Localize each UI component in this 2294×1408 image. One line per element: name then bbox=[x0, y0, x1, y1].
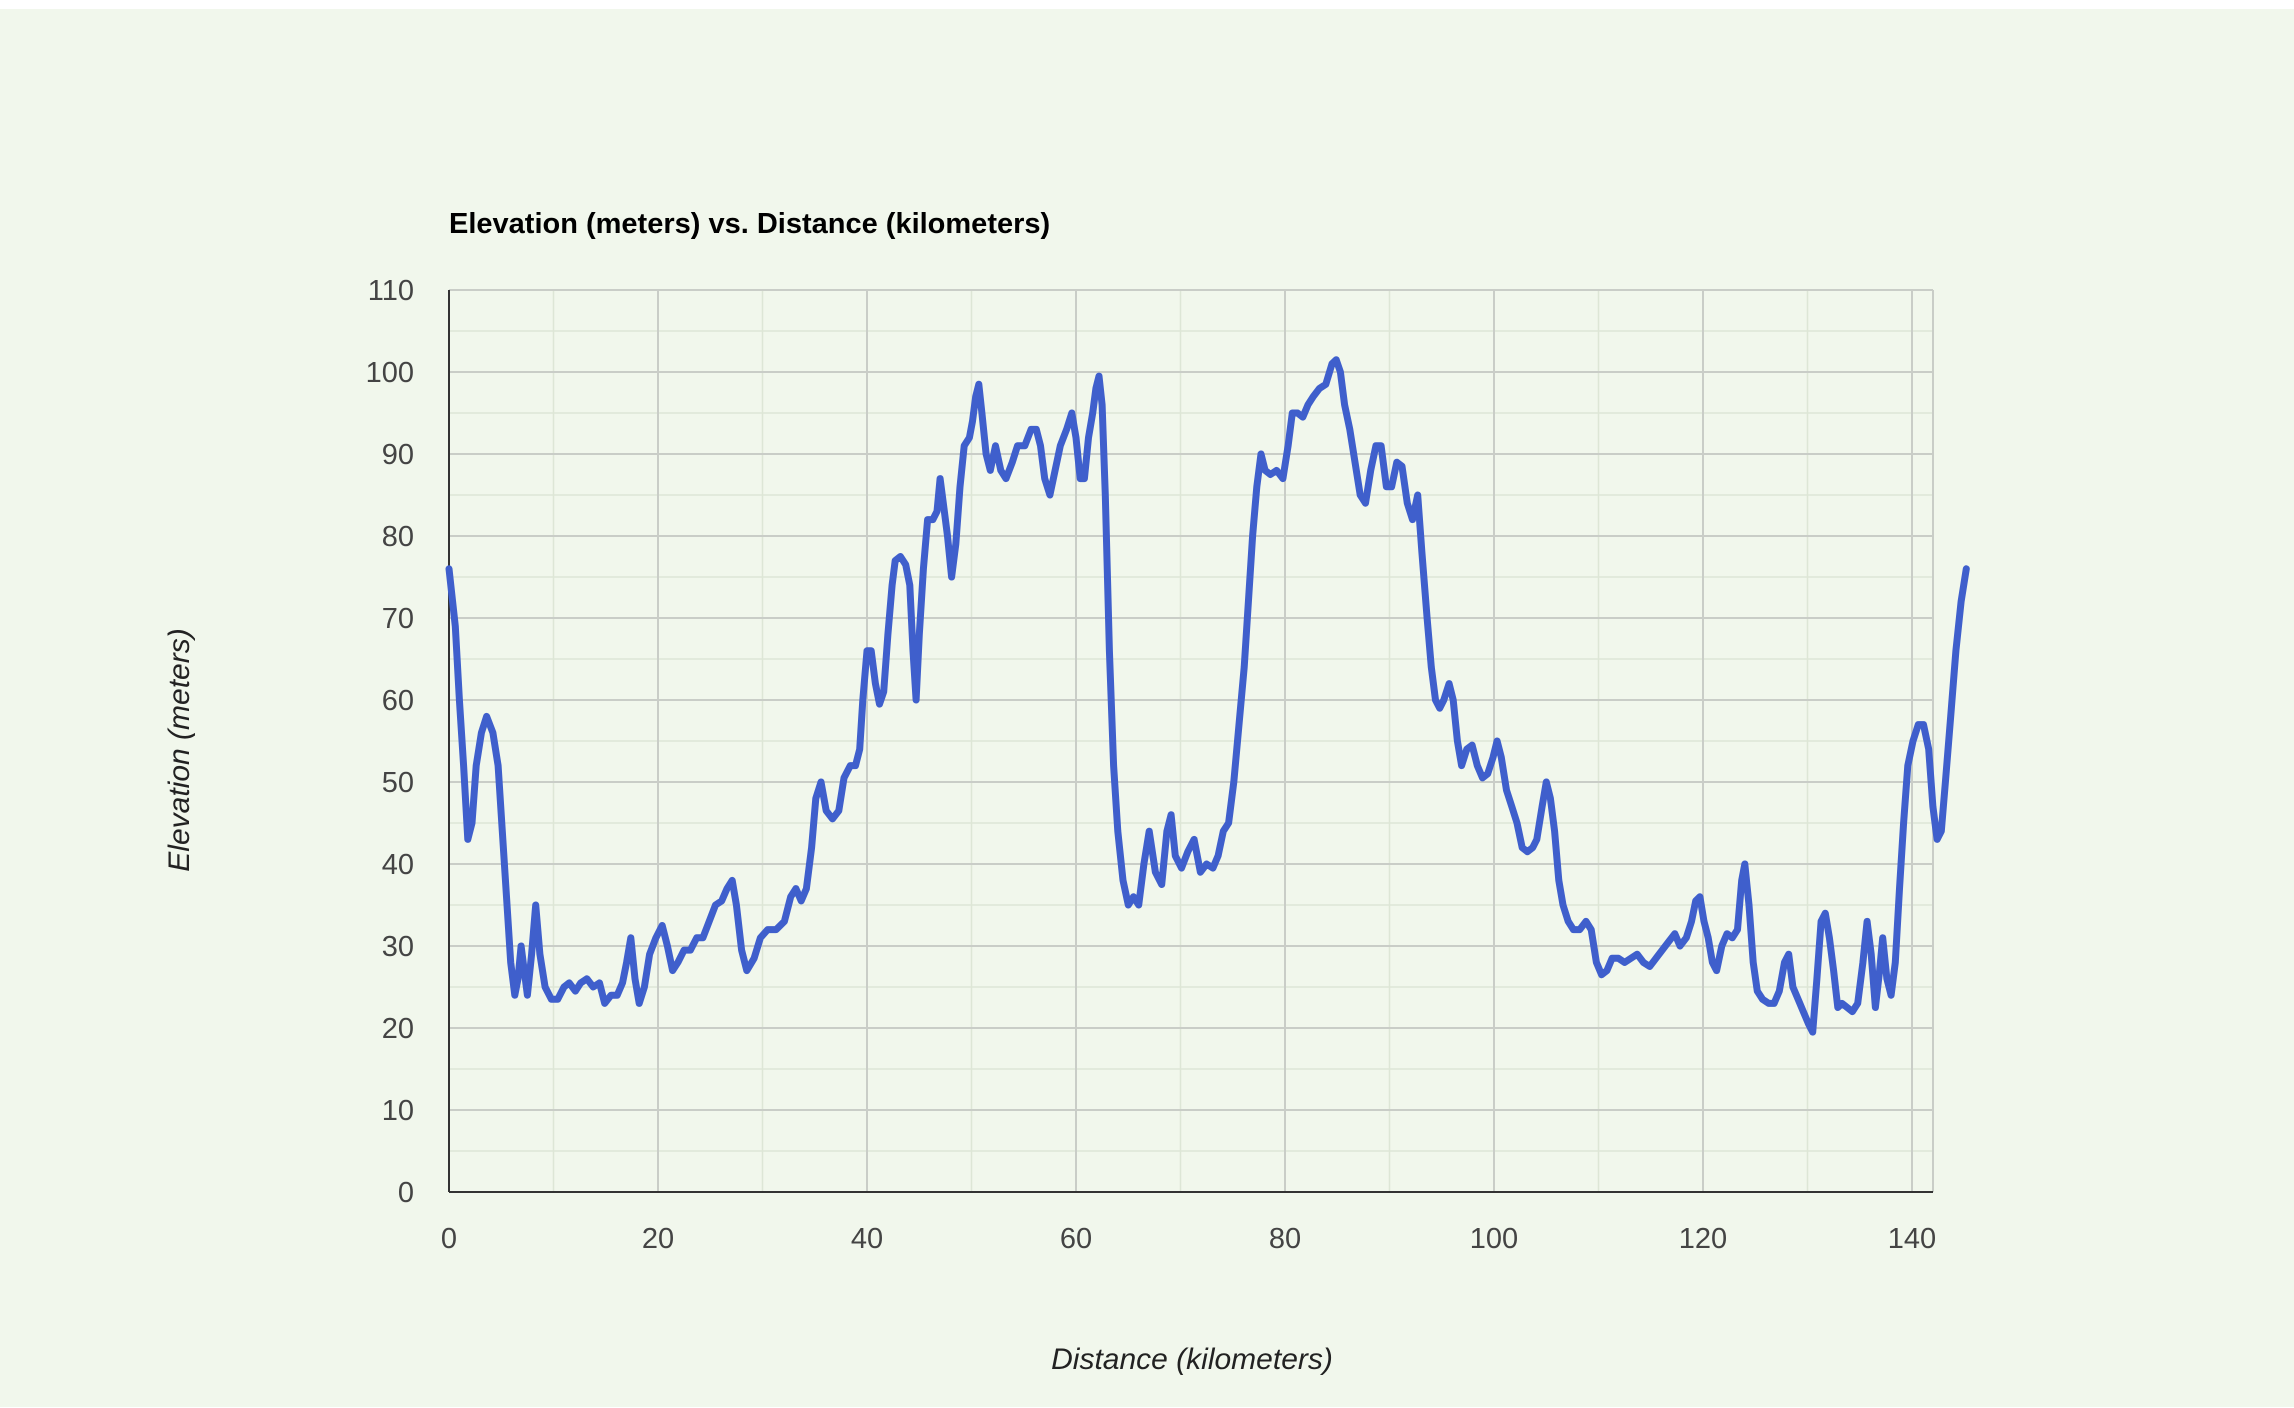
y-tick-label: 80 bbox=[382, 521, 414, 553]
y-tick-label: 10 bbox=[382, 1095, 414, 1127]
y-tick-label: 30 bbox=[382, 931, 414, 963]
y-tick-label: 60 bbox=[382, 685, 414, 717]
grid-layer bbox=[449, 289, 1934, 1192]
y-axis-label: Elevation (meters) bbox=[163, 628, 196, 871]
x-tick-label: 120 bbox=[1679, 1223, 1727, 1255]
x-tick-label: 60 bbox=[1060, 1223, 1092, 1255]
x-axis-label: Distance (kilometers) bbox=[1051, 1343, 1333, 1376]
axis-layer bbox=[448, 290, 1933, 1193]
chart-panel: 0 10 20 30 40 50 60 70 80 90 100 110 0 20 40 60 80 100 120… bbox=[0, 9, 2294, 1407]
x-tick-label: 80 bbox=[1269, 1223, 1301, 1255]
y-tick-label: 0 bbox=[398, 1177, 414, 1209]
x-tick-label: 100 bbox=[1470, 1223, 1518, 1255]
y-tick-label: 100 bbox=[366, 357, 414, 389]
x-tick-label: 20 bbox=[642, 1223, 674, 1255]
y-tick-label: 110 bbox=[368, 275, 414, 307]
x-tick-label: 140 bbox=[1888, 1223, 1936, 1255]
y-tick-label: 70 bbox=[382, 603, 414, 635]
chart-svg: 0 10 20 30 40 50 60 70 80 90 100 110 0 20 40 60 80 100 120… bbox=[163, 208, 1970, 1376]
x-tick-label: 0 bbox=[441, 1223, 457, 1255]
elevation-series-line bbox=[445, 356, 1970, 1036]
tick-layer: 0 10 20 30 40 50 60 70 80 90 100 110 0 20 40 60 80 100 120… bbox=[366, 275, 1937, 1255]
y-tick-label: 90 bbox=[382, 439, 414, 471]
chart-title: Elevation (meters) vs. Distance (kilomet… bbox=[449, 208, 1050, 240]
x-tick-label: 40 bbox=[851, 1223, 883, 1255]
y-tick-label: 20 bbox=[382, 1013, 414, 1045]
y-tick-label: 40 bbox=[382, 849, 414, 881]
y-tick-label: 50 bbox=[382, 767, 414, 799]
series-layer bbox=[445, 356, 1970, 1036]
